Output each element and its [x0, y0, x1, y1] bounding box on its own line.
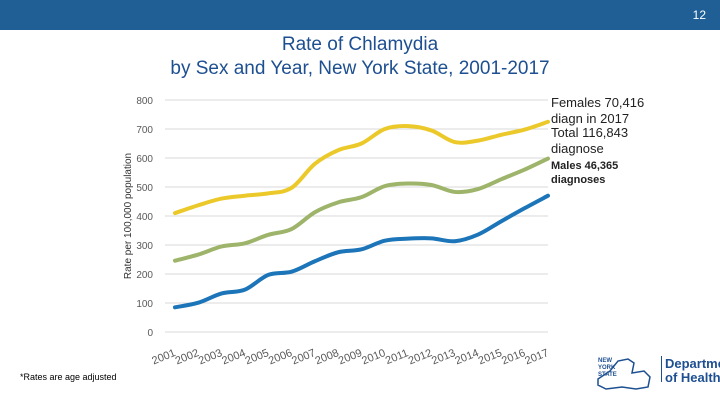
- females-annotation: Females 70,416 diagn in 2017: [551, 95, 645, 126]
- chart-subtitle: by Sex and Year, New York State, 2001-20…: [170, 58, 550, 79]
- total-annotation: Total 116,843 diagnose: [551, 125, 629, 156]
- doh-logo-text: Department of Health: [665, 357, 720, 385]
- series-line-females: [173, 119, 550, 216]
- logo-line1: Department: [665, 356, 720, 371]
- logo-divider: [661, 356, 662, 382]
- y-tick-label: 100: [136, 299, 153, 310]
- series-line-total: [173, 156, 550, 263]
- header-bar: 12: [0, 0, 720, 30]
- chart-title-block: Rate of Chlamydia by Sex and Year, New Y…: [0, 33, 720, 81]
- males-annotation-text: Males 46,365 diagnoses: [551, 160, 619, 186]
- y-tick-label: 800: [136, 96, 153, 107]
- y-tick-label: 700: [136, 125, 153, 136]
- y-tick-label: 200: [136, 270, 153, 281]
- y-tick-label: 0: [147, 328, 153, 339]
- chart-title: Rate of Chlamydia: [281, 34, 439, 55]
- ny-state-map-icon: [597, 358, 651, 390]
- y-tick-label: 600: [136, 154, 153, 165]
- logo-line2: of Health: [665, 370, 720, 385]
- x-tick-label: 2017: [523, 347, 550, 367]
- series-line-males: [173, 193, 550, 310]
- logo-state-text: NEW YORK STATE: [598, 358, 617, 378]
- page-number: 12: [692, 8, 706, 22]
- y-axis-label: Rate per 100,000 population: [123, 153, 134, 279]
- footnote: *Rates are age adjusted: [20, 372, 117, 382]
- y-tick-label: 300: [136, 241, 153, 252]
- y-tick-label: 500: [136, 183, 153, 194]
- y-tick-label: 400: [136, 212, 153, 223]
